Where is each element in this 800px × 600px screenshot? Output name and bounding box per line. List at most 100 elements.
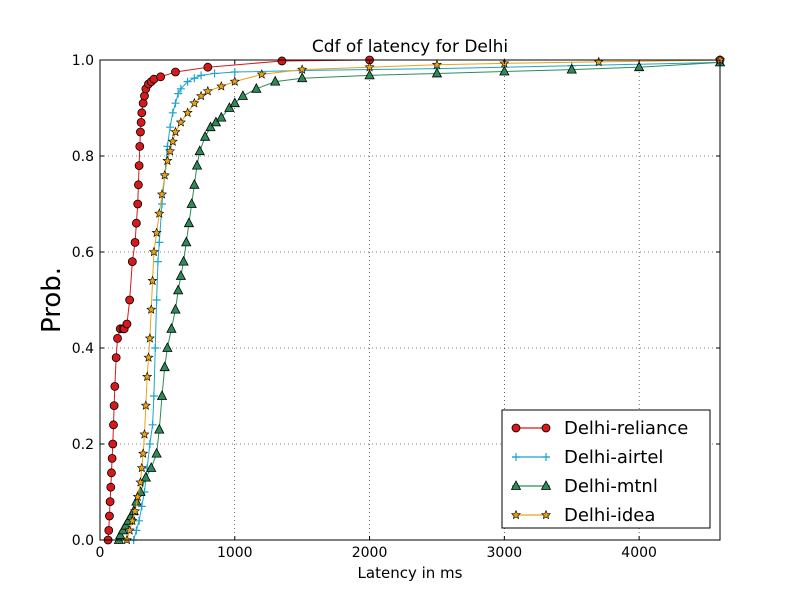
data-point	[125, 295, 135, 305]
data-point	[110, 381, 120, 391]
data-point	[237, 90, 249, 100]
data-point	[156, 390, 168, 400]
data-point	[166, 123, 175, 132]
data-point	[196, 90, 207, 101]
x-axis-label: Latency in ms	[358, 564, 463, 582]
data-point	[122, 319, 132, 329]
y-tick-label: 1.0	[72, 53, 94, 69]
data-point	[105, 497, 115, 507]
legend-entry: Delhi-idea	[564, 505, 655, 526]
data-point	[151, 227, 162, 238]
data-point	[148, 420, 157, 429]
data-point	[162, 342, 173, 352]
legend-marker	[540, 480, 552, 490]
data-point	[168, 108, 177, 117]
data-point	[297, 72, 308, 83]
data-point	[104, 526, 114, 535]
data-point	[216, 111, 227, 122]
data-point	[633, 61, 645, 72]
data-point	[277, 56, 287, 66]
data-point	[178, 255, 189, 266]
data-point	[115, 529, 126, 540]
data-point	[140, 400, 151, 410]
data-point	[194, 145, 205, 156]
data-point	[132, 491, 143, 502]
data-point	[143, 352, 154, 362]
data-point	[136, 462, 147, 473]
data-point	[175, 270, 187, 280]
data-point	[113, 333, 122, 343]
series-delhi-idea	[121, 54, 726, 545]
y-tick-label: 0.4	[72, 341, 94, 357]
data-point	[130, 237, 140, 247]
data-point	[146, 462, 157, 472]
data-point	[191, 159, 203, 170]
data-point	[165, 145, 176, 156]
data-point	[162, 155, 173, 166]
data-point	[151, 344, 160, 352]
legend-marker	[512, 453, 520, 461]
x-tick-label: 1000	[217, 545, 253, 561]
data-point	[135, 516, 144, 525]
data-point	[154, 208, 165, 218]
data-point	[170, 126, 181, 137]
data-point	[135, 141, 145, 151]
data-point	[107, 453, 117, 463]
legend-marker	[510, 480, 522, 490]
y-tick-label: 0.0	[72, 533, 94, 549]
data-point	[199, 130, 211, 141]
data-point	[181, 236, 192, 247]
legend-entry: Delhi-mtnl	[564, 476, 658, 497]
data-point	[148, 246, 159, 257]
x-tick-label: 4000	[621, 545, 657, 561]
data-point	[111, 353, 121, 363]
data-point	[159, 361, 170, 372]
data-point	[364, 61, 375, 72]
data-point	[140, 91, 149, 101]
data-point	[131, 218, 141, 228]
data-point	[145, 440, 154, 448]
data-point	[138, 448, 149, 458]
data-point	[229, 76, 240, 86]
data-point	[137, 108, 147, 118]
data-point	[107, 468, 116, 478]
data-point	[106, 482, 116, 492]
data-point	[182, 107, 193, 118]
data-point	[189, 178, 200, 189]
data-point	[138, 98, 148, 108]
data-point	[134, 161, 144, 171]
data-point	[251, 82, 262, 93]
data-point	[197, 71, 206, 80]
data-point	[174, 89, 183, 98]
legend-box	[501, 409, 711, 529]
data-point	[224, 102, 235, 112]
data-point	[109, 401, 119, 411]
x-tick-label: 0	[96, 545, 105, 561]
data-point	[153, 257, 162, 266]
data-point	[270, 75, 281, 86]
data-point	[156, 72, 166, 82]
data-point	[186, 198, 197, 208]
data-point	[183, 217, 195, 228]
data-point	[134, 180, 143, 190]
data-point	[171, 99, 180, 108]
data-point	[151, 447, 162, 458]
data-point	[144, 333, 155, 343]
x-tick-label: 2000	[352, 545, 388, 561]
data-point	[202, 85, 213, 96]
data-point	[155, 238, 164, 247]
legend-marker	[541, 423, 551, 433]
data-point	[137, 502, 146, 511]
data-point	[158, 200, 166, 208]
data-point	[136, 127, 145, 137]
data-point	[146, 304, 157, 314]
legend-marker	[540, 509, 552, 520]
data-point	[431, 67, 443, 78]
x-tick-label: 3000	[487, 545, 523, 561]
legend-entry: Delhi-airtel	[564, 447, 663, 468]
data-point	[124, 525, 135, 535]
data-point	[205, 121, 216, 132]
data-point	[127, 257, 137, 267]
data-point	[108, 439, 118, 449]
